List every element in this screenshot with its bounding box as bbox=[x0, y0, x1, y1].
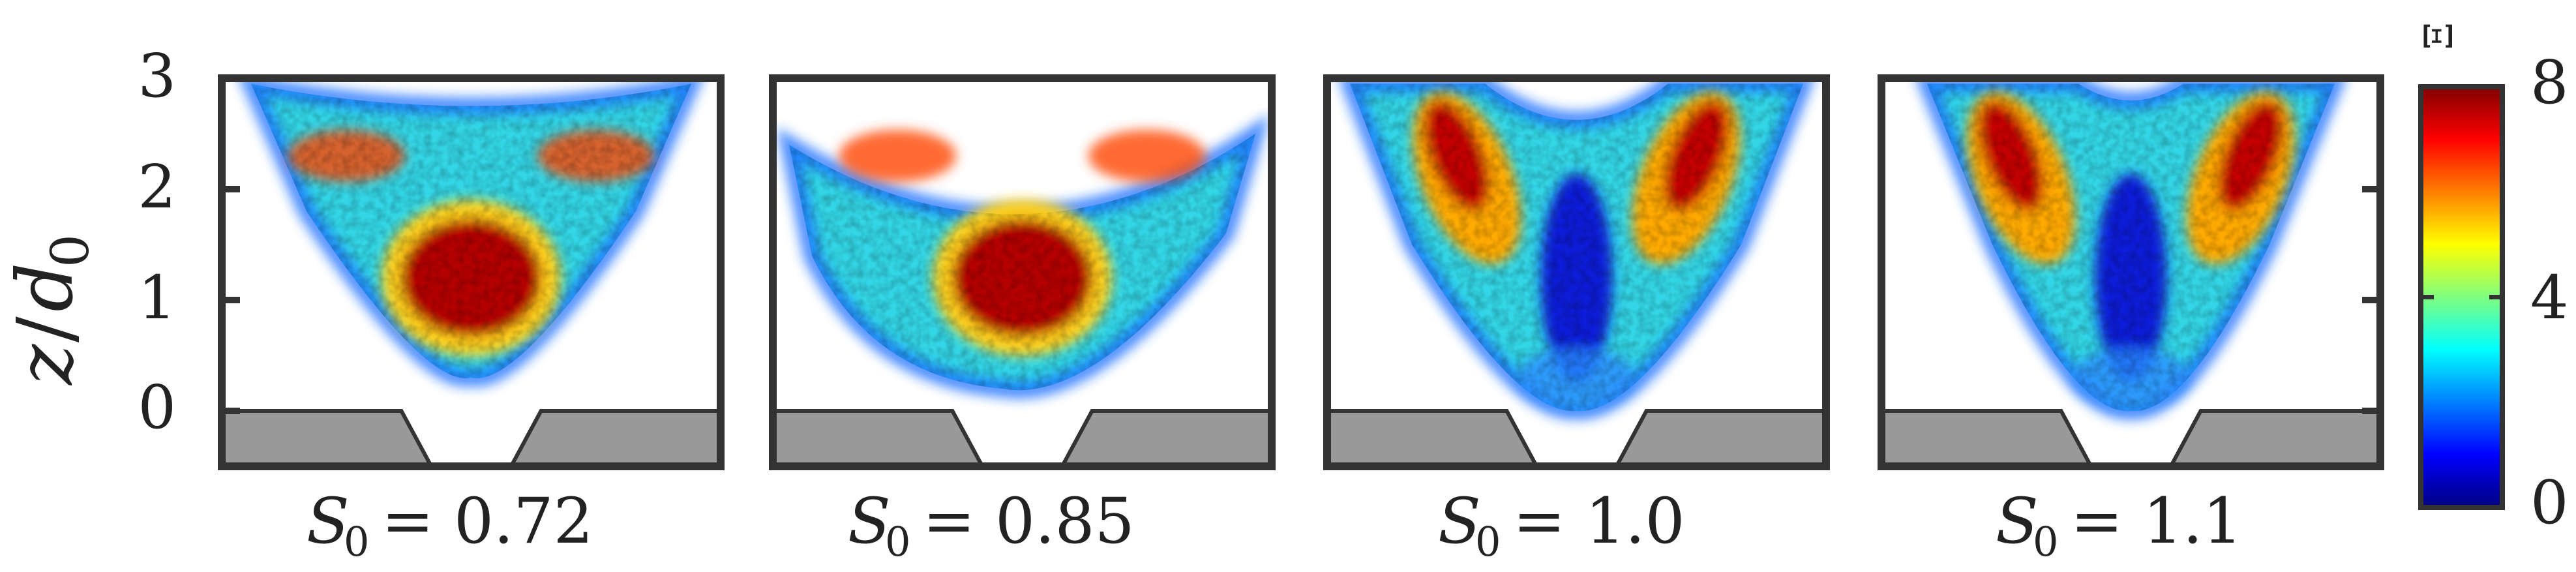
colorbar-label: Ξ bbox=[2416, 22, 2462, 50]
panel-label-subscript: 0 bbox=[885, 518, 910, 565]
y-axis-label-slash: / bbox=[0, 316, 90, 342]
panel-label-symbol: S bbox=[1438, 485, 1481, 558]
flame-texture bbox=[789, 134, 1255, 391]
colorbar-ticks bbox=[2421, 84, 2502, 510]
panel-label: S 0 = 1.0 bbox=[1438, 485, 1685, 565]
y-tick-label: 1 bbox=[138, 263, 176, 333]
nozzle-left bbox=[220, 409, 435, 468]
panel-label: S 0 = 0.72 bbox=[307, 485, 593, 565]
panel-label-symbol: S bbox=[848, 485, 891, 558]
panel-frame bbox=[769, 74, 1276, 470]
y-tick-label: 3 bbox=[138, 41, 176, 111]
panels bbox=[218, 74, 2384, 470]
flame-band bbox=[839, 130, 957, 182]
panel-label-subscript: 0 bbox=[344, 518, 369, 565]
y-tick-label: 0 bbox=[138, 372, 176, 442]
y-axis-label-d: d bbox=[0, 262, 90, 312]
colorbar-tick-label: 4 bbox=[2530, 263, 2569, 333]
nozzle-right bbox=[1058, 409, 1274, 468]
nozzle-right bbox=[507, 409, 723, 468]
colorbar: Ξ 8 4 0 bbox=[2416, 22, 2569, 537]
y-tick-labels: 3 2 1 0 bbox=[138, 41, 176, 442]
panel-frame bbox=[1323, 74, 1830, 470]
y-axis-label-subscript: 0 bbox=[40, 234, 100, 267]
heatmap-panel bbox=[769, 74, 1276, 470]
heatmap-panel bbox=[218, 74, 725, 470]
nozzle bbox=[771, 409, 1274, 468]
heatmap-panel bbox=[1878, 74, 2384, 470]
nozzle-right bbox=[2167, 409, 2382, 468]
y-axis-label-z: z bbox=[0, 344, 90, 386]
panel-label-value: = 1.0 bbox=[1513, 485, 1685, 558]
nozzle bbox=[220, 409, 723, 468]
panel-label-value: = 1.1 bbox=[2071, 485, 2243, 558]
nozzle-left bbox=[1880, 409, 2095, 468]
panel-label-subscript: 0 bbox=[1475, 518, 1501, 565]
panel-label: S 0 = 0.85 bbox=[848, 485, 1135, 565]
flame-texture bbox=[251, 83, 691, 378]
panel-label-symbol: S bbox=[307, 485, 350, 558]
panel-label: S 0 = 1.1 bbox=[1996, 485, 2243, 565]
flame-band bbox=[1088, 130, 1206, 182]
panel-label-value: = 0.85 bbox=[923, 485, 1135, 558]
flame-texture bbox=[1350, 83, 1803, 412]
panel-label-value: = 0.72 bbox=[382, 485, 593, 558]
colorbar-tick-label: 8 bbox=[2530, 48, 2569, 117]
flame-texture bbox=[1927, 83, 2335, 412]
y-tick-label: 2 bbox=[138, 152, 176, 222]
panel-label-symbol: S bbox=[1996, 485, 2039, 558]
nozzle-left bbox=[1325, 409, 1540, 468]
nozzle-left bbox=[771, 409, 986, 468]
panel-frame bbox=[1878, 74, 2384, 470]
panel-label-subscript: 0 bbox=[2033, 518, 2058, 565]
panel-frame bbox=[218, 74, 725, 470]
y-axis-label: z / d 0 bbox=[0, 234, 100, 386]
colorbar-tick-label: 0 bbox=[2530, 468, 2569, 537]
panel-labels: S 0 = 0.72 S 0 = 0.85 S 0 = 1.0 S 0 = 1.… bbox=[307, 485, 2243, 565]
heatmap-panel bbox=[1323, 74, 1830, 470]
nozzle-right bbox=[1613, 409, 1828, 468]
